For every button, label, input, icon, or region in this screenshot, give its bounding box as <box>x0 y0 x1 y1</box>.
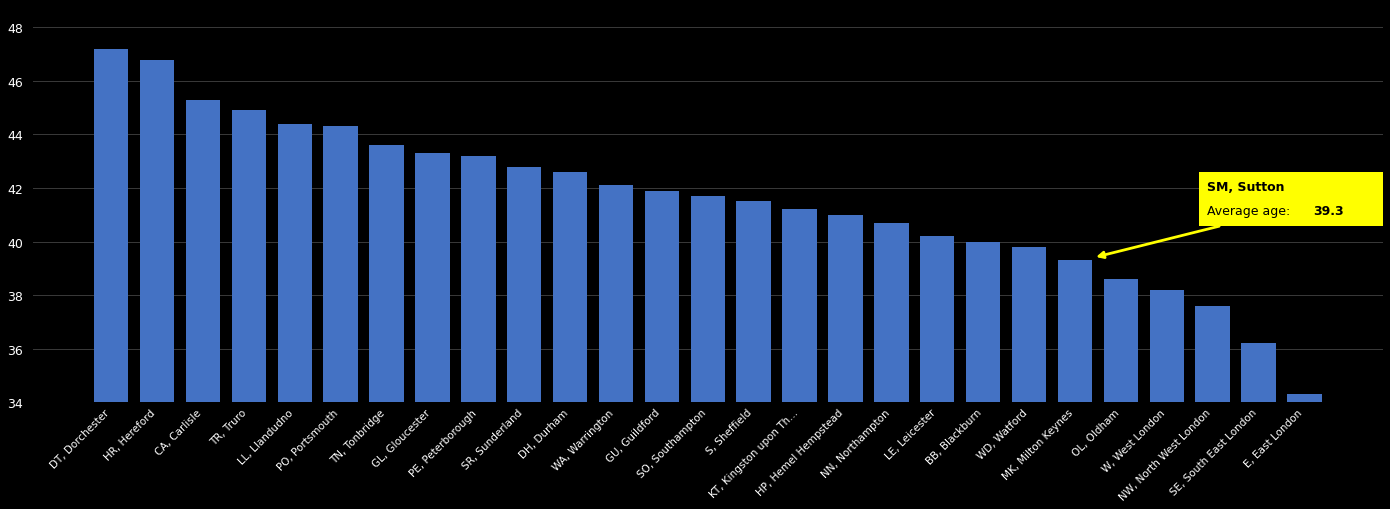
Bar <box>783 210 817 509</box>
Bar <box>416 154 449 509</box>
Bar <box>95 50 128 509</box>
Bar <box>645 191 680 509</box>
Bar <box>1104 279 1138 509</box>
Bar <box>1287 394 1322 509</box>
Bar <box>232 111 265 509</box>
Bar <box>461 157 495 509</box>
Text: SM, Sutton: SM, Sutton <box>1207 181 1284 194</box>
Bar <box>370 146 403 509</box>
Bar <box>186 100 220 509</box>
Bar <box>1241 344 1276 509</box>
Bar <box>874 223 909 509</box>
Bar <box>966 242 1001 509</box>
FancyBboxPatch shape <box>1200 173 1390 226</box>
Bar <box>737 202 771 509</box>
Bar <box>1150 290 1184 509</box>
Bar <box>1195 306 1230 509</box>
Bar <box>599 186 634 509</box>
Bar <box>691 196 726 509</box>
Bar <box>1012 247 1047 509</box>
Bar <box>140 61 174 509</box>
Text: 39.3: 39.3 <box>1312 205 1343 218</box>
Bar <box>278 125 311 509</box>
Bar <box>324 127 357 509</box>
Bar <box>507 167 542 509</box>
Text: Average age:: Average age: <box>1207 205 1294 218</box>
Bar <box>1058 261 1093 509</box>
Bar <box>828 215 863 509</box>
Bar <box>553 173 588 509</box>
Bar <box>920 237 955 509</box>
